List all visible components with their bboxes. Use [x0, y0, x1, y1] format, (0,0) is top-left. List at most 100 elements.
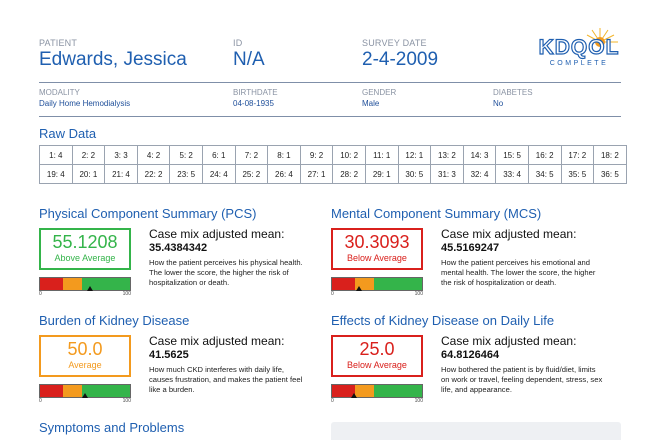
burden-bar-green	[82, 385, 130, 397]
logo-subtext: COMPLETE	[549, 60, 609, 67]
raw-data-cell: 17: 2	[560, 145, 595, 165]
raw-data-cell: 15: 5	[495, 145, 529, 165]
burden-bar-scale: 0 100	[39, 398, 131, 404]
burden-marker-icon	[82, 393, 88, 398]
mcs-scale-min: 0	[331, 291, 334, 297]
raw-data-cell: 5: 2	[169, 145, 203, 165]
mcs-case-mix: Case mix adjusted mean: 45.5169247 How t…	[441, 227, 606, 288]
burden-bar-red	[40, 385, 63, 397]
raw-data-cell: 35: 5	[560, 164, 595, 184]
mcs-marker-icon	[355, 286, 362, 291]
raw-data-cell: 8: 1	[267, 145, 301, 165]
pcs-bar-orange	[62, 278, 83, 290]
modality-value: Daily Home Hemodialysis	[39, 99, 131, 108]
birthdate-value: 04-08-1935	[233, 99, 274, 108]
burden-cm-title: Case mix adjusted mean:	[149, 334, 285, 348]
pcs-score-box: 55.1208 Above Average	[39, 228, 131, 270]
effects-bar-orange	[354, 385, 375, 397]
effects-marker-icon	[351, 393, 357, 398]
burden-title: Burden of Kidney Disease	[39, 313, 190, 328]
raw-data-cell: 3: 3	[104, 145, 138, 165]
raw-data-cell: 9: 2	[299, 145, 334, 165]
pcs-status: Above Average	[54, 253, 116, 263]
raw-data-cell: 28: 2	[332, 164, 366, 184]
raw-data-cell: 10: 2	[332, 145, 366, 165]
pcs-case-mix: Case mix adjusted mean: 35.4384342 How t…	[149, 227, 309, 288]
burden-range-bar: 0 100	[39, 384, 131, 404]
raw-data-cell: 31: 3	[430, 164, 464, 184]
mcs-bar-segments	[331, 277, 423, 291]
raw-data-row: 19: 4 20: 1 21: 4 22: 2 23: 5 24: 4 25: 2 26: 4…	[39, 164, 627, 184]
raw-data-table: 1: 4 2: 2 3: 3 4: 2 5: 2 6: 1 7: 2 8: 1 9: 2 10: …	[39, 145, 627, 184]
raw-data-cell: 12: 1	[397, 145, 432, 165]
modality-label: MODALITY	[39, 88, 80, 97]
raw-data-cell: 13: 2	[430, 145, 464, 165]
raw-data-title: Raw Data	[39, 126, 97, 141]
pcs-scale-max: 100	[122, 291, 131, 297]
info-divider	[39, 116, 621, 117]
gender-label: GENDER	[362, 88, 397, 97]
mcs-status: Below Average	[347, 253, 407, 263]
burden-bar-orange	[62, 385, 83, 397]
effects-bar-green	[374, 385, 422, 397]
raw-data-row: 1: 4 2: 2 3: 3 4: 2 5: 2 6: 1 7: 2 8: 1 9: 2 10: …	[39, 145, 627, 165]
effects-bar-segments	[331, 384, 423, 398]
pcs-bar-scale: 0 100	[39, 291, 131, 297]
raw-data-cell: 21: 4	[104, 164, 138, 184]
raw-data-cell: 16: 2	[527, 145, 562, 165]
id-label: ID	[233, 38, 243, 48]
effects-status: Below Average	[347, 360, 407, 370]
effects-score-box: 25.0 Below Average	[331, 335, 423, 377]
burden-score: 50.0	[67, 339, 103, 359]
raw-data-cell: 29: 1	[364, 164, 399, 184]
mcs-cm-title: Case mix adjusted mean:	[441, 227, 577, 241]
mcs-score-box: 30.3093 Below Average	[331, 228, 423, 270]
effects-range-bar: 0 100	[331, 384, 423, 404]
pcs-title: Physical Component Summary (PCS)	[39, 206, 257, 221]
raw-data-cell: 27: 1	[299, 164, 334, 184]
raw-data-cell: 30: 5	[397, 164, 432, 184]
diabetes-value: No	[493, 99, 504, 108]
raw-data-cell: 25: 2	[234, 164, 269, 184]
burden-scale-max: 100	[122, 398, 131, 404]
effects-scale-min: 0	[331, 398, 334, 404]
raw-data-cell: 26: 4	[267, 164, 301, 184]
pcs-cm-value: 35.4384342	[149, 242, 208, 254]
burden-status: Average	[68, 360, 102, 370]
raw-data-cell: 34: 5	[527, 164, 562, 184]
pcs-score: 55.1208	[52, 232, 118, 252]
id-value: N/A	[233, 49, 265, 70]
pcs-cm-title: Case mix adjusted mean:	[149, 227, 285, 241]
raw-data-cell: 1: 4	[39, 145, 73, 165]
burden-widget: 50.0 Average 0 100	[39, 335, 131, 404]
mcs-bar-green	[374, 278, 422, 290]
pcs-range-bar: 0 100	[39, 277, 131, 297]
mcs-bar-scale: 0 100	[331, 291, 423, 297]
raw-data-cell: 20: 1	[71, 164, 106, 184]
mcs-title: Mental Component Summary (MCS)	[331, 206, 542, 221]
mcs-scale-max: 100	[414, 291, 423, 297]
effects-title: Effects of Kidney Disease on Daily Life	[331, 313, 555, 328]
mcs-cm-value: 45.5169247	[441, 242, 500, 254]
patient-name: Edwards, Jessica	[39, 49, 187, 70]
mcs-score: 30.3093	[344, 232, 410, 252]
pcs-scale-min: 0	[39, 291, 42, 297]
raw-data-cell: 24: 4	[201, 164, 236, 184]
effects-case-mix: Case mix adjusted mean: 64.8126464 How b…	[441, 334, 606, 395]
burden-description: How much CKD interferes with daily life,…	[149, 365, 303, 394]
effects-cm-title: Case mix adjusted mean:	[441, 334, 577, 348]
pcs-description: How the patient perceives his physical h…	[149, 258, 303, 287]
gender-value: Male	[362, 99, 380, 108]
mcs-widget: 30.3093 Below Average 0 100	[331, 228, 423, 297]
burden-cm-value: 41.5625	[149, 349, 189, 361]
raw-data-cell: 36: 5	[593, 164, 627, 184]
pcs-bar-green	[82, 278, 130, 290]
effects-widget: 25.0 Below Average 0 100	[331, 335, 423, 404]
effects-description: How bothered the patient is by fluid/die…	[441, 365, 603, 394]
mcs-bar-red	[332, 278, 355, 290]
raw-data-cell: 23: 5	[169, 164, 203, 184]
diabetes-label: DIABETES	[493, 88, 533, 97]
symptoms-title: Symptoms and Problems	[39, 420, 185, 435]
raw-data-cell: 19: 4	[39, 164, 73, 184]
raw-data-cell: 14: 3	[462, 145, 497, 165]
